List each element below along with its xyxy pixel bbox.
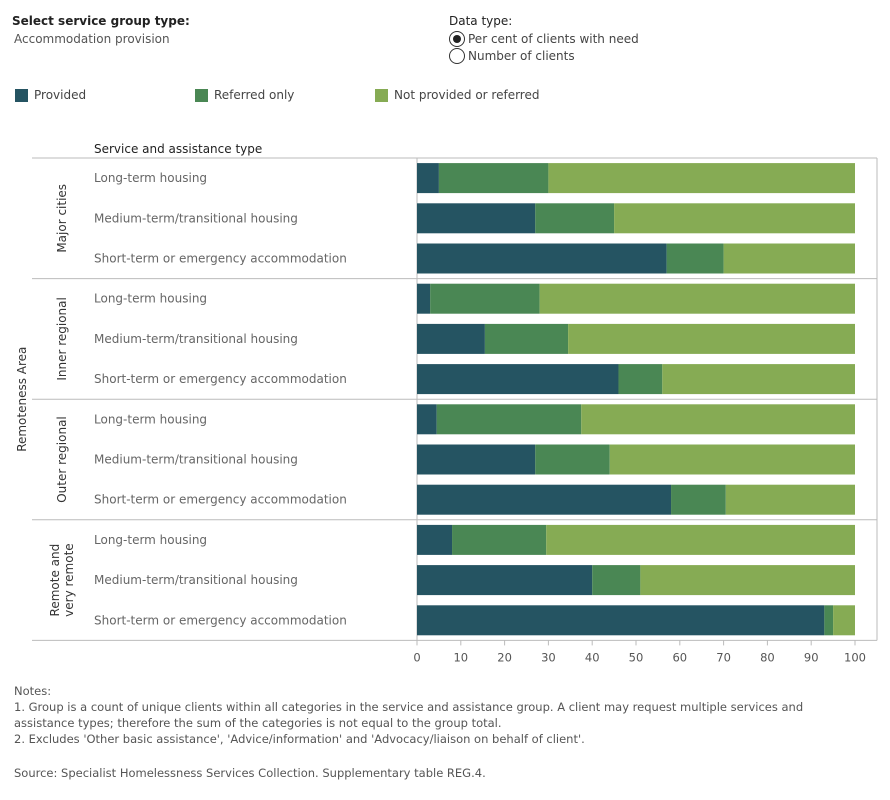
legend-label-referred: Referred only — [214, 88, 295, 102]
bar-not-provided — [725, 484, 855, 515]
note-line-2: 2. Excludes 'Other basic assistance', 'A… — [14, 732, 585, 746]
bar-referred — [671, 484, 726, 515]
radio-number-label: Number of clients — [468, 49, 575, 63]
legend-item-provided[interactable]: Provided — [15, 88, 86, 102]
bar-referred — [436, 404, 582, 435]
bar-not-provided — [546, 524, 855, 555]
row-label: Short-term or emergency accommodation — [94, 613, 347, 627]
bar-provided — [417, 203, 536, 234]
group-label: Remote andvery remote — [48, 543, 76, 617]
x-tick-label: 80 — [760, 650, 775, 664]
bar-provided — [417, 243, 667, 274]
service-group-title: Select service group type: — [12, 14, 190, 28]
x-tick-label: 40 — [585, 650, 600, 664]
bar-referred — [666, 243, 724, 274]
notes-section: Notes: 1. Group is a count of unique cli… — [14, 683, 864, 747]
x-tick-label: 50 — [629, 650, 644, 664]
bar-provided — [417, 323, 485, 354]
x-tick-label: 10 — [453, 650, 468, 664]
bar-not-provided — [539, 283, 855, 314]
bar-not-provided — [609, 444, 855, 475]
bar-not-provided — [640, 565, 855, 596]
notes-heading: Notes: — [14, 684, 52, 698]
bar-provided — [417, 565, 593, 596]
radio-per-cent-label: Per cent of clients with need — [468, 32, 639, 46]
x-tick-label: 100 — [844, 650, 866, 664]
legend-item-not-provided[interactable]: Not provided or referred — [375, 88, 539, 102]
x-tick-label: 90 — [804, 650, 819, 664]
bar-referred — [592, 565, 641, 596]
bar-not-provided — [581, 404, 855, 435]
row-label: Long-term housing — [94, 412, 207, 426]
bar-referred — [535, 444, 610, 475]
bar-provided — [417, 524, 453, 555]
bar-referred — [452, 524, 547, 555]
bar-not-provided — [614, 203, 855, 234]
bar-provided — [417, 163, 439, 194]
x-tick-label: 20 — [497, 650, 512, 664]
bar-not-provided — [662, 364, 855, 395]
data-type-title: Data type: — [449, 14, 513, 28]
legend-item-referred[interactable]: Referred only — [195, 88, 294, 102]
row-label: Short-term or emergency accommodation — [94, 493, 347, 507]
row-label: Medium-term/transitional housing — [94, 211, 298, 225]
bar-referred — [438, 163, 549, 194]
radio-unselected-icon[interactable] — [449, 48, 465, 64]
row-label: Short-term or emergency accommodation — [94, 252, 347, 266]
x-tick-label: 60 — [672, 650, 687, 664]
stacked-bar-chart: Service and assistance type Remoteness Ar… — [15, 142, 878, 664]
row-label: Medium-term/transitional housing — [94, 332, 298, 346]
row-label: Medium-term/transitional housing — [94, 573, 298, 587]
bar-not-provided — [833, 605, 855, 636]
bar-provided — [417, 283, 431, 314]
group-label: Inner regional — [55, 297, 69, 381]
bar-referred — [484, 323, 569, 354]
bar-provided — [417, 364, 619, 395]
bar-not-provided — [568, 323, 855, 354]
row-label: Long-term housing — [94, 171, 207, 185]
service-group-select[interactable]: Accommodation provision — [14, 32, 170, 46]
x-tick-label: 30 — [541, 650, 556, 664]
bar-referred — [430, 283, 540, 314]
radio-per-cent[interactable]: Per cent of clients with need — [449, 31, 639, 47]
row-label: Long-term housing — [94, 533, 207, 547]
legend-label-not-provided: Not provided or referred — [394, 88, 540, 102]
bar-not-provided — [723, 243, 855, 274]
bar-referred — [618, 364, 663, 395]
bar-referred — [535, 203, 615, 234]
row-label: Medium-term/transitional housing — [94, 453, 298, 467]
remoteness-axis-label: Remoteness Area — [15, 347, 29, 452]
group-label: Outer regional — [55, 416, 69, 503]
legend-swatch-provided — [15, 88, 28, 102]
radio-number[interactable]: Number of clients — [449, 48, 575, 64]
bar-not-provided — [548, 163, 855, 194]
x-tick-label: 70 — [716, 650, 731, 664]
x-tick-label: 0 — [413, 650, 420, 664]
bar-provided — [417, 484, 672, 515]
legend-swatch-not-provided — [375, 88, 388, 102]
column-header: Service and assistance type — [94, 142, 262, 156]
legend-swatch-referred — [195, 88, 208, 102]
bar-provided — [417, 444, 536, 475]
bar-provided — [417, 404, 437, 435]
row-label: Short-term or emergency accommodation — [94, 372, 347, 386]
radio-selected-icon[interactable] — [449, 31, 465, 47]
legend-label-provided: Provided — [34, 88, 87, 102]
note-line-1: 1. Group is a count of unique clients wi… — [14, 700, 804, 730]
bar-referred — [824, 605, 834, 636]
group-label: Major cities — [55, 184, 69, 253]
source-text: Source: Specialist Homelessness Services… — [14, 766, 486, 780]
row-label: Long-term housing — [94, 292, 207, 306]
bar-provided — [417, 605, 825, 636]
